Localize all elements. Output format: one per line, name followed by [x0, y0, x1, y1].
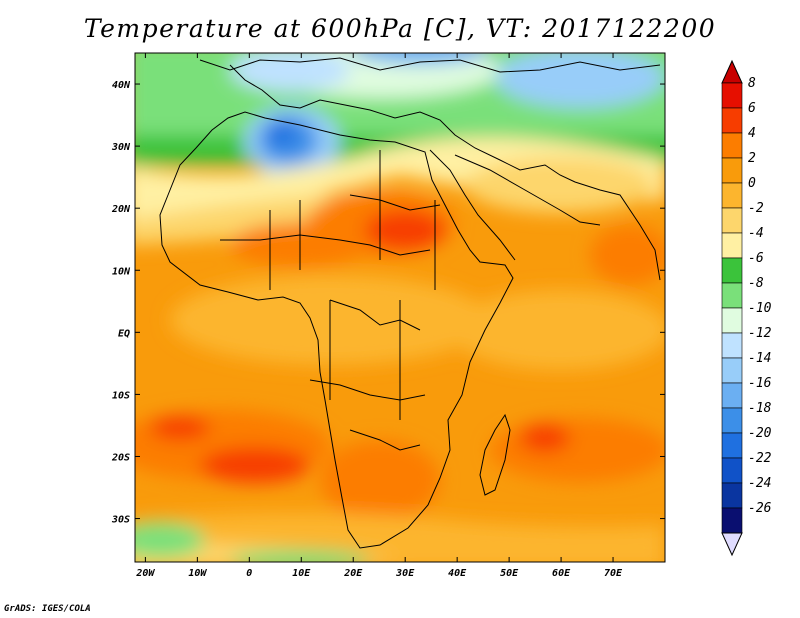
colorbar-label: -6 [748, 251, 764, 266]
x-tick-label: 70E [604, 568, 623, 579]
y-tick-label: 40N [112, 80, 131, 91]
colorbar-swatch [721, 332, 743, 359]
x-tick-label: 40E [448, 568, 467, 579]
plot-frame [134, 52, 666, 563]
x-tick-label: 10W [188, 568, 207, 579]
colorbar-swatch [721, 82, 743, 109]
colorbar-swatch [721, 257, 743, 284]
colorbar-swatch [721, 482, 743, 509]
colorbar: 8 6 4 2 0 -2 -4 -6 -8 -10 -12 -14 -16 -18 -20 -22 -24 -26 [721, 59, 772, 557]
colorbar-top-arrow [721, 59, 743, 84]
y-tick-label: 20N [111, 204, 131, 215]
colorbar-label: 0 [748, 176, 756, 191]
colorbar-swatch [721, 182, 743, 209]
colorbar-swatch [721, 382, 743, 409]
colorbar-swatch [721, 357, 743, 384]
colorbar-swatch [721, 507, 743, 534]
colorbar-swatch [721, 432, 743, 459]
colorbar-label: 6 [748, 101, 756, 116]
y-tick-label: 10N [112, 266, 131, 277]
colorbar-bottom-arrow [721, 532, 743, 557]
temperature-field [135, 53, 665, 562]
colorbar-label: -8 [748, 276, 764, 291]
y-axis-ticks: 40N 30N 20N 10N EQ 10S 20S 30S [111, 80, 665, 526]
x-tick-label: 20E [343, 568, 363, 579]
x-tick-label: 60E [552, 568, 571, 579]
x-tick-label: 10E [292, 568, 311, 579]
coastlines [159, 57, 661, 549]
colorbar-label: 8 [748, 76, 756, 91]
x-tick-label: 30E [395, 568, 415, 579]
colorbar-swatch [721, 407, 743, 434]
y-tick-label: 30S [111, 515, 130, 526]
x-axis-ticks: 20W 10W 0 10E 20E 30E 40E 50E 60E 70E [135, 53, 623, 579]
x-tick-label: 20W [135, 568, 155, 579]
credit-label: GrADS: IGES/COLA [4, 604, 91, 614]
colorbar-swatch [721, 232, 743, 259]
colorbar-label: -14 [748, 351, 771, 366]
colorbar-label: -2 [748, 201, 764, 216]
colorbar-swatch [721, 282, 743, 309]
colorbar-swatch [721, 207, 743, 234]
map-title: Temperature at 600hPa [C], VT: 201712220… [83, 14, 717, 43]
colorbar-label: -16 [748, 376, 772, 391]
y-tick-label: EQ [118, 328, 130, 339]
colorbar-label: -10 [748, 301, 772, 316]
colorbar-swatch [721, 457, 743, 484]
colorbar-label: -4 [748, 226, 764, 241]
y-tick-label: 10S [112, 390, 130, 401]
colorbar-label: -20 [748, 426, 772, 441]
colorbar-label: 4 [748, 126, 756, 141]
colorbar-swatch [721, 157, 743, 184]
y-tick-label: 20S [111, 452, 130, 463]
colorbar-label: 2 [748, 151, 756, 166]
colorbar-label: -24 [748, 476, 771, 491]
colorbar-swatch [721, 307, 743, 334]
colorbar-label: -18 [748, 401, 772, 416]
x-tick-label: 0 [246, 568, 252, 579]
colorbar-label: -12 [748, 326, 772, 341]
colorbar-label: -26 [748, 501, 772, 516]
colorbar-swatch [721, 107, 743, 134]
colorbar-swatch [721, 132, 743, 159]
x-tick-label: 50E [500, 568, 519, 579]
colorbar-label: -22 [748, 451, 772, 466]
y-tick-label: 30N [111, 142, 131, 153]
